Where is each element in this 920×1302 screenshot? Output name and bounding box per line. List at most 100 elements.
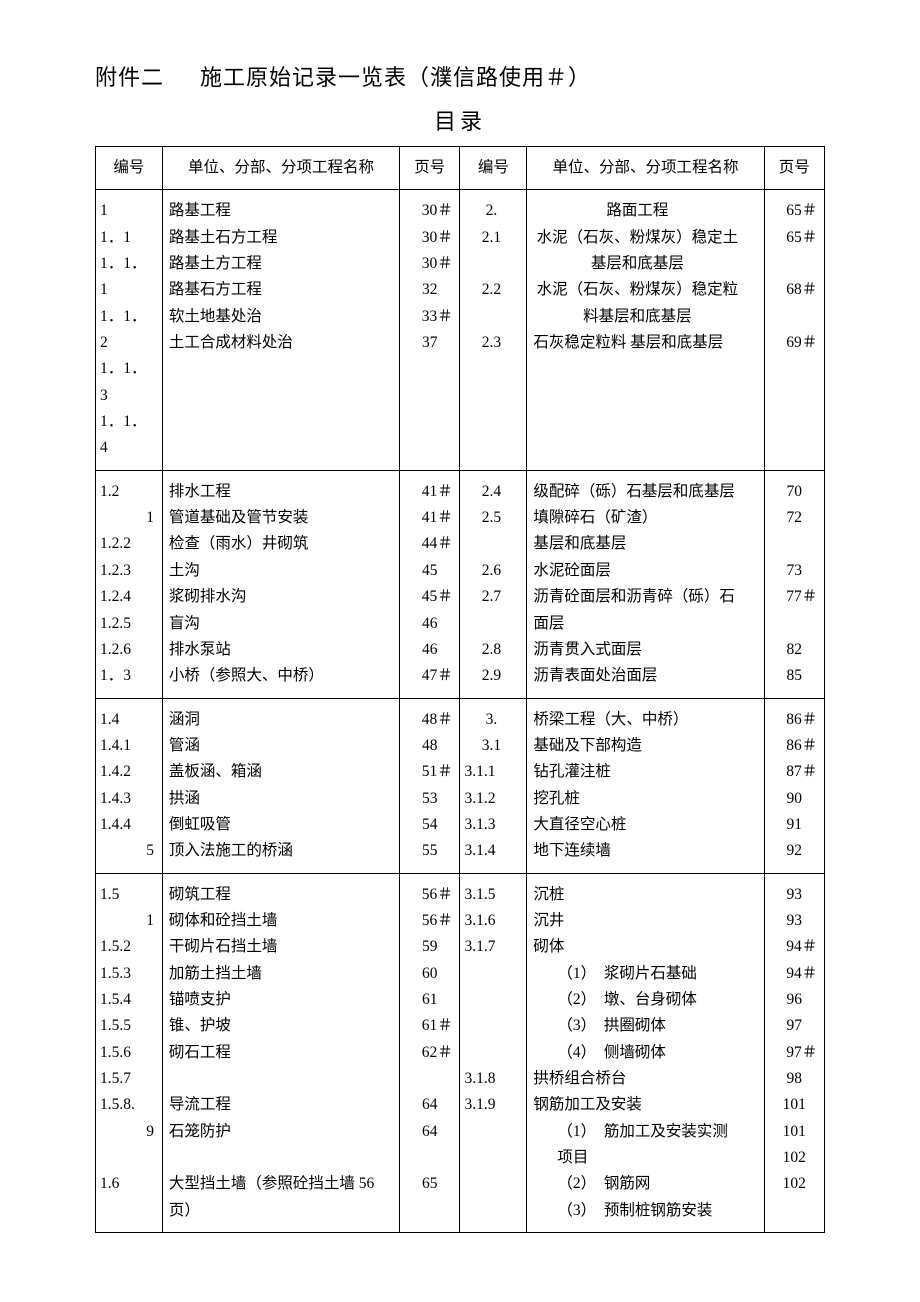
name-text: 桥梁工程（大、中桥） [533, 707, 741, 733]
cell-id-left: 1.2 1 1.2.2 1.2.3 1.2.4 1.2.5 1.2.6 1．3 [96, 470, 163, 698]
id-text: 1.4.4 [100, 812, 154, 838]
page-text: 91 [770, 812, 818, 838]
id-text: 1.5.3 [100, 961, 154, 987]
page-text: 97 [770, 1013, 818, 1039]
name-text: 路基土石方工程 [169, 225, 377, 251]
id-text: 1．1．2 [100, 304, 154, 357]
id-text: 3.1.1 [464, 759, 518, 785]
page-text: 30＃ [405, 251, 455, 277]
name-text: 盖板涵、箱涵 [169, 759, 377, 785]
page-text: 33＃ [405, 304, 455, 330]
name-text: 拱涵 [169, 786, 377, 812]
name-text: 石灰稳定粒料 基层和底基层 [533, 330, 741, 356]
name-text: 砌体和砼挡土墙 [169, 908, 377, 934]
id-text: 1.4 [100, 707, 154, 733]
page-text: 94＃ [769, 934, 819, 960]
name-text: 基层和底基层 [533, 531, 741, 557]
page-text: 65＃ [769, 225, 819, 251]
page-text: 32 [406, 277, 454, 303]
cell-page-right: 93 93 94＃ 94＃ 96 97 97＃ 98 101 101 102 1… [764, 873, 824, 1232]
page-text: 59 [406, 934, 454, 960]
id-text: 1.4.1 [100, 733, 154, 759]
name-text: （3） 预制桩钢筋安装 [533, 1198, 741, 1224]
page-text: 53 [406, 786, 454, 812]
name-text: 沥青表面处治面层 [533, 663, 741, 689]
id-text: 1.5.8. [100, 1092, 154, 1118]
col-header-page-left: 页号 [400, 147, 460, 190]
id-text: 1.4.3 [100, 786, 154, 812]
page-text: 64 [406, 1092, 454, 1118]
page-text: 62＃ [405, 1040, 455, 1066]
page-text: 77＃ [769, 584, 819, 610]
name-text: 钻孔灌注桩 [533, 759, 741, 785]
page-text: 64 [406, 1119, 454, 1145]
page-text: 61＃ [405, 1013, 455, 1039]
cell-page-left: 41＃ 41＃ 44＃ 45 45＃ 46 46 47＃ [400, 470, 460, 698]
name-text: 排水泵站 [169, 637, 377, 663]
id-text: 1.5.6 [100, 1040, 154, 1066]
name-text: 软土地基处治 [169, 304, 377, 330]
name-text: 料基层和底基层 [533, 304, 741, 330]
cell-name-right: 级配碎（砾）石基层和底基层 填隙碎石（矿渣） 基层和底基层 水泥砼面层 沥青砼面… [527, 470, 764, 698]
cell-page-left: 56＃ 56＃ 59 60 61 61＃ 62＃ 64 64 65 [400, 873, 460, 1232]
page-text: 82 [770, 637, 818, 663]
name-text: 干砌片石挡土墙 [169, 934, 377, 960]
name-text: 沥青砼面层和沥青碎（砾）石 [533, 584, 741, 610]
page-text: 98 [770, 1066, 818, 1092]
page-text: 96 [770, 987, 818, 1013]
cell-name-right: 沉桩 沉井 砌体 （1） 浆砌片石基础 （2） 墩、台身砌体 （3） 拱圈砌体 … [527, 873, 764, 1232]
page-text: 45＃ [405, 584, 455, 610]
table-row: 1.4 1.4.1 1.4.2 1.4.3 1.4.4 5 涵洞 管涵 盖板涵、… [96, 698, 825, 873]
page-text: 85 [770, 663, 818, 689]
id-text: 1 [100, 908, 158, 934]
cell-page-right: 65＃ 65＃ 68＃ 69＃ [764, 190, 824, 470]
id-text: 1.5.5 [100, 1013, 154, 1039]
id-text: 3.1.4 [464, 838, 518, 864]
name-text: 级配碎（砾）石基层和底基层 [533, 479, 741, 505]
cell-name-left: 涵洞 管涵 盖板涵、箱涵 拱涵 倒虹吸管 顶入法施工的桥涵 [162, 698, 399, 873]
cell-id-right: 3. 3.1 3.1.1 3.1.2 3.1.3 3.1.4 [460, 698, 527, 873]
page-text: 65 [406, 1171, 454, 1197]
page-text: 48＃ [405, 707, 455, 733]
name-text: 大型挡土墙（参照砼挡土墙 56页） [169, 1171, 377, 1224]
name-text: 沥青贯入式面层 [533, 637, 741, 663]
name-text: 钢筋加工及安装 [533, 1092, 741, 1118]
name-text: 路基石方工程 [169, 277, 377, 303]
id-text: 1.2.6 [100, 637, 154, 663]
page-text: 101 [770, 1119, 818, 1145]
id-text: 3.1.5 [464, 882, 518, 908]
page-text: 93 [770, 908, 818, 934]
name-text: 沉桩 [533, 882, 741, 908]
name-text: （2） 墩、台身砌体 [533, 987, 741, 1013]
name-text: 导流工程 [169, 1092, 377, 1118]
id-text: 2.6 [464, 558, 518, 584]
id-text: 1.2.5 [100, 611, 154, 637]
name-text: 砌体 [533, 934, 741, 960]
title-main: 施工原始记录一览表（濮信路使用＃） [200, 65, 591, 90]
name-text: （2） 钢筋网 [533, 1171, 741, 1197]
id-text: 9 [100, 1119, 158, 1145]
page-text: 54 [406, 812, 454, 838]
name-text: 土工合成材料处治 [169, 330, 377, 356]
col-header-name-right: 单位、分部、分项工程名称 [527, 147, 764, 190]
id-text: 1.2.3 [100, 558, 154, 584]
id-text: 2.9 [464, 663, 518, 689]
cell-name-left: 路基工程 路基土石方工程 路基土方工程 路基石方工程 软土地基处治 土工合成材料… [162, 190, 399, 470]
page-text: 69＃ [769, 330, 819, 356]
cell-page-left: 30＃ 30＃ 30＃ 32 33＃ 37 [400, 190, 460, 470]
page-title: 附件二 施工原始记录一览表（濮信路使用＃） [95, 60, 825, 92]
page-text: 41＃ [405, 505, 455, 531]
page-text: 56＃ [405, 882, 455, 908]
name-text: 沉井 [533, 908, 741, 934]
id-text: 3.1 [464, 733, 518, 759]
page-text: 65＃ [769, 198, 819, 224]
id-text: 1.2.4 [100, 584, 154, 610]
page-text: 55 [406, 838, 454, 864]
page-text: 68＃ [769, 277, 819, 303]
cell-id-left: 1.4 1.4.1 1.4.2 1.4.3 1.4.4 5 [96, 698, 163, 873]
cell-page-left: 48＃ 48 51＃ 53 54 55 [400, 698, 460, 873]
name-text: 锥、护坡 [169, 1013, 377, 1039]
name-text: 石笼防护 [169, 1119, 377, 1145]
name-text: 填隙碎石（矿渣） [533, 505, 741, 531]
title-prefix: 附件二 [95, 60, 164, 92]
